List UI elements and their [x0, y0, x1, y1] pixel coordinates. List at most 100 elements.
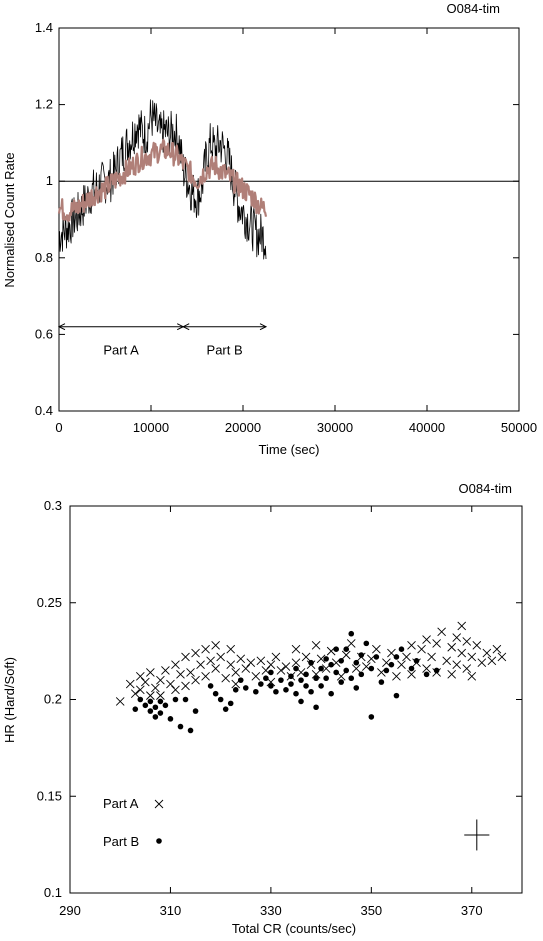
part-a-point-68-stroke-2 [397, 660, 406, 669]
x-tick-label-290: 290 [59, 903, 81, 918]
part-a-point-92 [477, 658, 487, 668]
part-a-point-83-stroke-2 [452, 633, 462, 642]
part-a-point-52-stroke-2 [316, 654, 326, 664]
part-b-point-26 [263, 675, 269, 682]
part-b-point-32 [288, 673, 294, 680]
part-a-point-93 [482, 648, 492, 658]
part-a-point-4 [135, 685, 145, 695]
part-a-point-59 [351, 664, 361, 673]
part-a-point-86-stroke-2 [457, 621, 467, 631]
part-a-point-48 [301, 652, 311, 662]
part-a-point-34 [241, 664, 251, 673]
part-a-point-31-stroke-2 [231, 668, 241, 677]
part-b-point-74 [423, 671, 430, 678]
part-a-point-37 [256, 656, 266, 666]
part-a-point-8 [151, 683, 160, 693]
part-a-point-76 [427, 652, 436, 662]
part-a-point-19 [191, 648, 200, 658]
part-b-point-38 [303, 671, 309, 678]
part-b-point-15 [192, 708, 199, 714]
part-a-point-96-stroke-2 [497, 652, 507, 662]
part-a-point-77 [432, 639, 441, 648]
x-tick-label-10000: 10000 [133, 420, 169, 435]
part-b-point-12 [177, 723, 184, 730]
part-a-point-58 [346, 639, 356, 648]
part-a-point-56-stroke-2 [336, 671, 346, 681]
part-a-point-18 [186, 668, 195, 677]
part-a-point-20-stroke-2 [191, 675, 200, 685]
part-a-point-5-stroke-2 [141, 677, 150, 687]
part-a-point-77-stroke-2 [432, 639, 441, 648]
legend-label-part-b: Part B [103, 834, 139, 849]
part-b-point-9 [162, 702, 169, 709]
part-a-point-10-stroke-2 [156, 691, 165, 700]
part-a-point-80 [442, 656, 451, 666]
time-chart-frame [58, 27, 520, 412]
part-a-point-41 [271, 652, 281, 662]
part-a-point-47-stroke-2 [296, 668, 306, 677]
part-a-point-58-stroke-2 [346, 639, 356, 648]
part-a-point-30 [226, 660, 236, 669]
part-a-point-82 [447, 670, 457, 679]
part-b-point-75 [433, 667, 440, 674]
part-a-point-26 [211, 664, 220, 673]
part-b-point-56 [348, 630, 355, 637]
part-a-point-66-stroke-2 [387, 648, 396, 658]
time-chart-y-ticks: 0.4 0.6 0.8 1 1.2 1.4 [35, 20, 519, 418]
part-a-point-48-stroke-2 [301, 652, 311, 662]
part-b-point-4 [147, 698, 154, 705]
part-b-arrow-right [259, 323, 268, 331]
part-b-point-36 [298, 677, 304, 683]
hardness-chart: O084-tim 290 310 330 350 370 0.10.150.20.250… [2, 481, 523, 936]
part-b-point-49 [328, 690, 334, 697]
y-tick-label-0-3: 0.3 [44, 498, 62, 513]
time-chart-plot: Part A Part B [57, 99, 519, 358]
part-a-point-20 [191, 675, 200, 685]
part-b-point-6 [152, 714, 159, 720]
part-a-point-84 [452, 660, 462, 669]
x-tick-label-30000: 30000 [317, 420, 353, 435]
part-a-point-70 [407, 641, 416, 650]
part-a-point-87-stroke-2 [462, 664, 472, 673]
part-a-point-29-stroke-2 [226, 644, 236, 654]
part-b-point-27 [268, 683, 274, 689]
part-a-point-27 [216, 652, 225, 662]
hardness-chart-title: O084-tim [459, 481, 512, 496]
part-b-point-29 [273, 688, 279, 695]
part-a-point-71-stroke-2 [407, 670, 416, 679]
part-a-point-13-stroke-2 [171, 660, 180, 669]
part-a-point-5 [141, 677, 150, 687]
part-a-point-73 [417, 644, 426, 654]
part-b-point-30 [278, 677, 284, 683]
part-a-point-57 [341, 650, 351, 660]
x-tick-label-350: 350 [360, 903, 382, 918]
part-a-point-69-stroke-2 [402, 652, 411, 662]
part-a-point-0 [115, 697, 125, 706]
part-b-point-71 [398, 646, 405, 652]
part-a-point-57-stroke-2 [341, 650, 351, 660]
part-a-point-69 [402, 652, 411, 662]
y-tick-label-0-25: 0.25 [37, 595, 62, 610]
part-b-point-37 [298, 698, 304, 705]
y-tick-label-0-15: 0.15 [37, 788, 62, 803]
part-a-point-51 [311, 670, 321, 679]
hardness-chart-y-axis-label: HR (Hard/Soft) [2, 657, 17, 743]
part-b-point-68 [388, 661, 395, 668]
part-b-point-28 [268, 669, 274, 676]
part-a-point-2-stroke-2 [130, 689, 140, 699]
part-a-point-87 [462, 664, 472, 673]
part-a-point-46 [291, 644, 301, 654]
part-a-point-9-stroke-2 [156, 675, 165, 685]
part-b-point-67 [383, 667, 390, 674]
part-a-point-1-stroke-2 [125, 679, 135, 689]
part-a-point-9 [156, 675, 165, 685]
part-a-point-70-stroke-2 [407, 641, 416, 650]
y-tick-label-1: 1 [46, 173, 53, 188]
part-a-point-79 [437, 627, 446, 637]
part-a-point-14 [171, 685, 180, 695]
part-a-point-40-stroke-2 [266, 677, 276, 687]
part-a-point-95-stroke-2 [492, 644, 502, 654]
part-a-point-51-stroke-2 [311, 670, 321, 679]
part-a-point-39-stroke-2 [266, 660, 276, 669]
y-tick-label-0-8: 0.8 [35, 250, 53, 265]
